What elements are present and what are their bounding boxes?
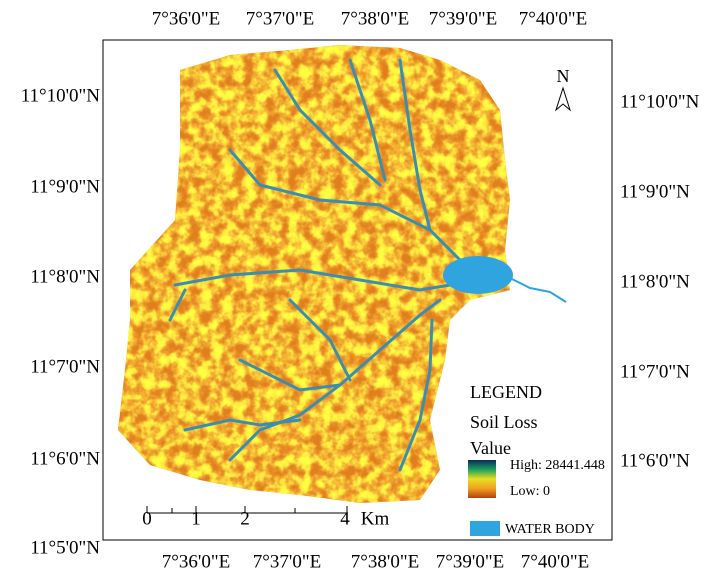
lat-label: 11°8'0"N bbox=[620, 271, 690, 292]
lat-label: 11°10'0"N bbox=[620, 91, 700, 112]
lake bbox=[443, 256, 513, 294]
scale-tick: 2 bbox=[240, 508, 250, 529]
bottom-labels: 7°36'0"E 7°37'0"E 7°38'0"E 7°39'0"E 7°40… bbox=[162, 551, 589, 572]
lon-label: 7°39'0"E bbox=[429, 8, 497, 29]
lon-label: 7°38'0"E bbox=[341, 8, 409, 29]
legend: LEGEND Soil Loss Value High: 28441.448 L… bbox=[468, 382, 605, 537]
lat-label: 11°8'0"N bbox=[30, 266, 100, 287]
lon-label: 7°40'0"E bbox=[521, 551, 589, 572]
scale-bar: 0 1 2 4 Km bbox=[142, 506, 389, 529]
top-labels: 7°36'0"E 7°37'0"E 7°38'0"E 7°39'0"E 7°40… bbox=[152, 8, 587, 29]
scale-tick: 1 bbox=[191, 508, 201, 529]
legend-layer: Soil Loss bbox=[470, 412, 538, 432]
legend-high: High: 28441.448 bbox=[510, 458, 605, 473]
right-labels: 11°10'0"N 11°9'0"N 11°8'0"N 11°7'0"N 11°… bbox=[620, 91, 700, 471]
map: N 7°36'0"E 7°37'0"E 7°38'0"E 7°39'0"E 7°… bbox=[0, 0, 722, 577]
north-label: N bbox=[557, 66, 570, 86]
lat-label: 11°6'0"N bbox=[620, 450, 690, 471]
lat-label: 11°9'0"N bbox=[30, 176, 100, 197]
legend-ramp bbox=[468, 460, 496, 498]
lon-label: 7°39'0"E bbox=[436, 551, 504, 572]
scale-unit: Km bbox=[361, 508, 390, 529]
lat-label: 11°7'0"N bbox=[620, 361, 690, 382]
scale-tick: 0 bbox=[142, 508, 152, 529]
legend-water: WATER BODY bbox=[505, 522, 595, 537]
lat-label: 11°7'0"N bbox=[30, 356, 100, 377]
lon-label: 7°36'0"E bbox=[162, 551, 230, 572]
outflow bbox=[510, 278, 566, 302]
lat-label: 11°5'0"N bbox=[30, 537, 100, 558]
lon-label: 7°36'0"E bbox=[152, 8, 220, 29]
north-arrow: N bbox=[556, 66, 570, 110]
lon-label: 7°37'0"E bbox=[253, 551, 321, 572]
lat-label: 11°10'0"N bbox=[21, 85, 101, 106]
lon-label: 7°40'0"E bbox=[519, 8, 587, 29]
legend-title: LEGEND bbox=[470, 382, 542, 402]
lat-label: 11°9'0"N bbox=[620, 181, 690, 202]
left-labels: 11°10'0"N 11°9'0"N 11°8'0"N 11°7'0"N 11°… bbox=[21, 85, 101, 558]
lon-label: 7°37'0"E bbox=[246, 8, 314, 29]
lon-label: 7°38'0"E bbox=[351, 551, 419, 572]
lat-label: 11°6'0"N bbox=[30, 448, 100, 469]
scale-tick: 4 bbox=[340, 508, 350, 529]
legend-low: Low: 0 bbox=[510, 484, 550, 499]
legend-field: Value bbox=[470, 438, 511, 458]
legend-water-swatch bbox=[470, 521, 500, 536]
